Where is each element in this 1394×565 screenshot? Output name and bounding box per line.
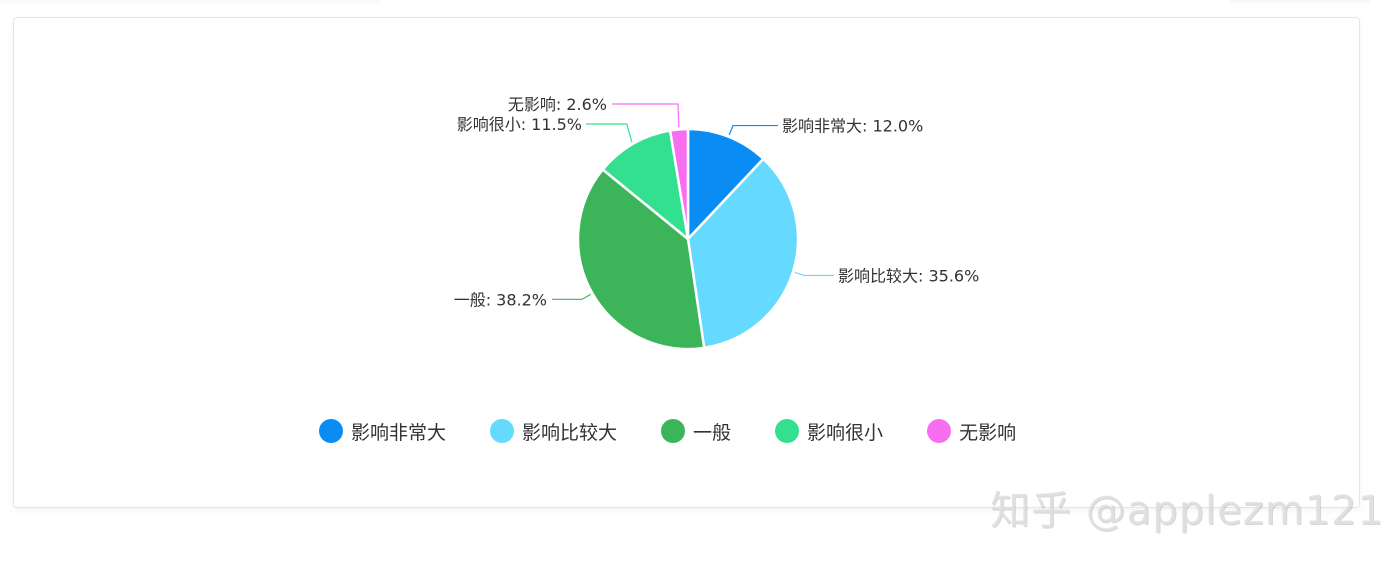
- legend-item[interactable]: 影响比较大: [490, 418, 617, 445]
- legend-marker: [490, 419, 515, 443]
- data-label: 影响很小: 11.5%: [457, 115, 582, 134]
- top-strip-right: [1230, 0, 1370, 5]
- legend-label: 影响比较大: [522, 421, 618, 444]
- legend-item[interactable]: 影响非常大: [319, 418, 446, 445]
- chart-legend: 影响非常大 影响比较大 一般 影响很小 无影响: [319, 417, 1016, 445]
- legend-marker: [661, 419, 686, 443]
- pie-slice: [576, 168, 706, 351]
- legend-marker: [775, 419, 800, 443]
- data-label: 无影响: 2.6%: [508, 95, 607, 114]
- label-leader-line: [612, 103, 680, 128]
- pie-slice: [601, 129, 690, 241]
- legend-label: 一般: [693, 421, 732, 444]
- data-label: 一般: 38.2%: [454, 290, 547, 309]
- legend-item[interactable]: 影响很小: [775, 418, 883, 445]
- data-label: 影响比较大: 35.6%: [838, 266, 979, 285]
- label-leader-line: [586, 123, 633, 143]
- pie-slice: [668, 127, 690, 241]
- watermark: 知乎 @applezm121: [990, 488, 1385, 534]
- legend-label: 影响非常大: [351, 421, 447, 444]
- top-strip-left: [0, 0, 380, 6]
- legend-item[interactable]: 无影响: [927, 418, 1016, 445]
- legend-marker: [927, 419, 952, 443]
- pie-slice: [686, 127, 765, 241]
- data-label: 影响非常大: 12.0%: [782, 117, 923, 136]
- pie-slice: [686, 157, 800, 350]
- legend-marker: [319, 419, 343, 443]
- label-leader-line: [794, 271, 834, 277]
- legend-item[interactable]: 一般: [661, 418, 731, 445]
- label-leader-line: [728, 124, 778, 136]
- legend-label: 影响很小: [807, 421, 884, 444]
- legend-label: 无影响: [959, 421, 1017, 444]
- label-leader-line: [552, 293, 591, 300]
